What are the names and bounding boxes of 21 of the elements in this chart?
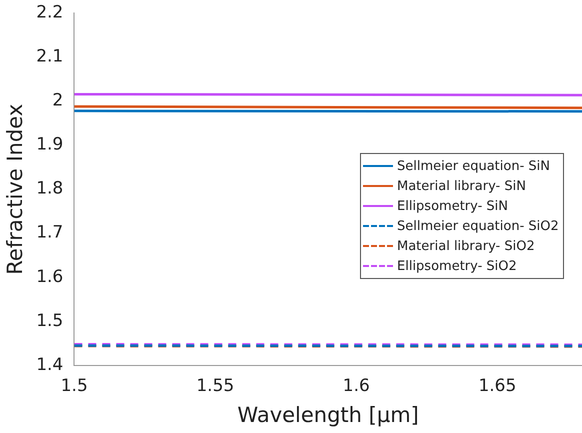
x-tick-label: 1.5 [60,376,88,396]
x-tick-label: 1.65 [478,376,516,396]
y-tick-label: 1.7 [36,222,64,243]
y-tick-label: 2.2 [36,2,64,23]
y-tick-label: 1.5 [36,310,64,331]
legend-label: Ellipsometry- SiN [397,198,508,214]
legend-label: Sellmeier equation- SiN [397,158,550,174]
legend-label: Material library- SiO2 [397,238,535,254]
y-tick-label: 1.8 [36,178,64,199]
legend-label: Ellipsometry- SiO2 [397,258,517,274]
legend-label: Material library- SiN [397,178,526,194]
y-tick-label: 2 [52,90,64,111]
x-tick-label: 1.6 [342,376,370,396]
y-tick-label: 1.9 [36,134,64,155]
y-axis-title: Refractive Index [3,104,28,275]
x-axis-title: Wavelength [µm] [237,402,419,427]
legend-label: Sellmeier equation- SiO2 [397,218,559,234]
y-tick-label: 2.1 [36,46,64,67]
y-tick-label: 1.4 [36,354,64,375]
y-tick-label: 1.6 [36,266,64,287]
x-tick-label: 1.55 [196,376,234,396]
